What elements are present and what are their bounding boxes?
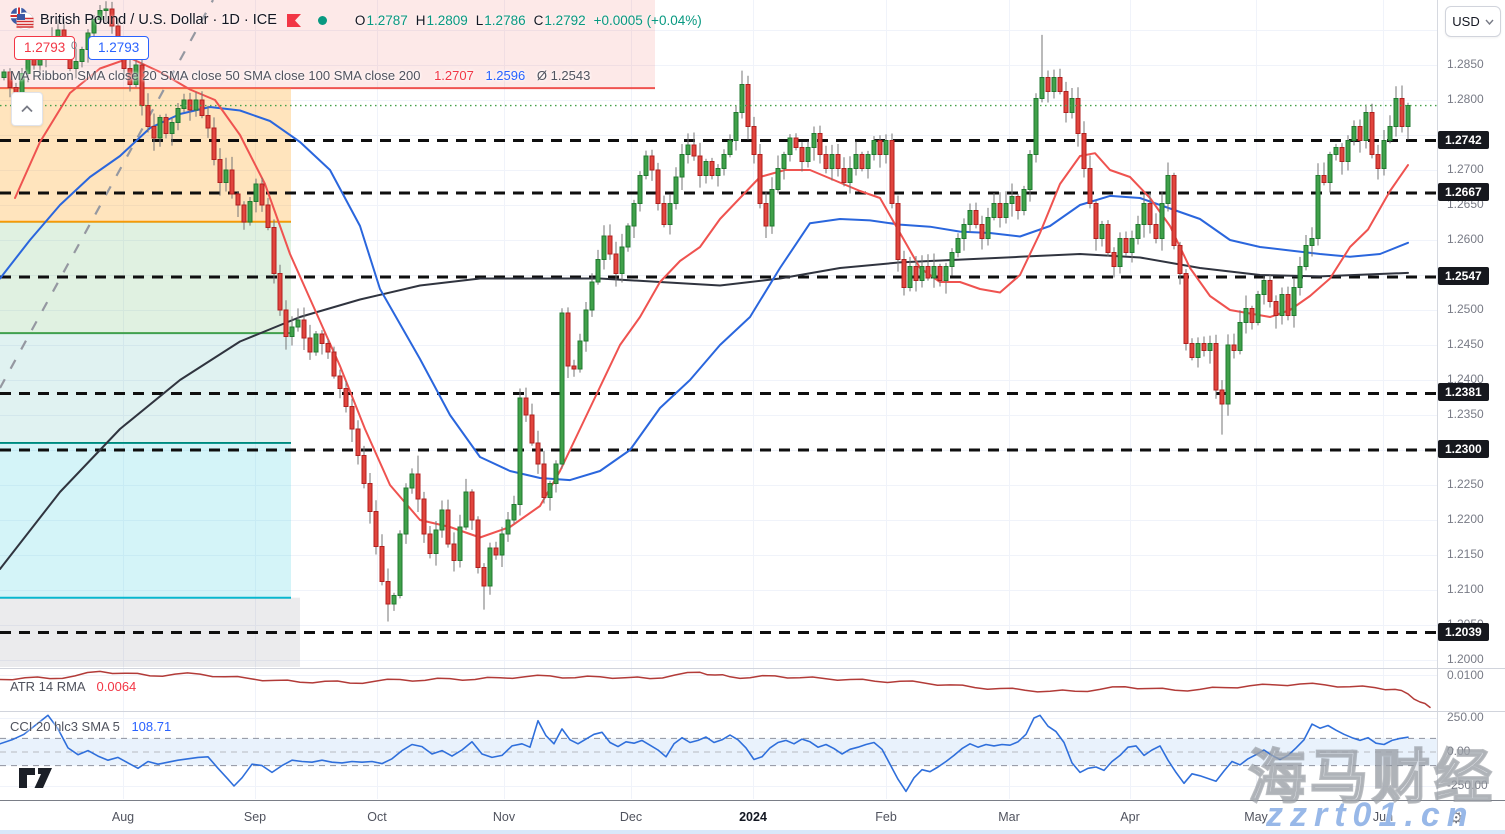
- time-axis-label: Jun: [1372, 810, 1394, 824]
- symbol-header: British Pound / U.S. Dollar · 1D · ICE O…: [8, 7, 702, 33]
- bottom-strip: [0, 830, 1505, 834]
- ma-ribbon-label: MA Ribbon SMA close 20 SMA close 50 SMA …: [10, 68, 421, 83]
- ohlc-key: H: [415, 12, 426, 28]
- pane-separator[interactable]: [0, 711, 1505, 712]
- price-tick: 1.2150: [1447, 547, 1484, 561]
- cci-label: CCI 20 hlc3 SMA 5: [10, 719, 120, 734]
- price-tick: 1.2450: [1447, 337, 1484, 351]
- price-tick: 1.2800: [1447, 92, 1484, 106]
- time-axis-label: Mar: [998, 810, 1020, 824]
- price-tick: 1.2250: [1447, 477, 1484, 491]
- ma-ribbon-legend[interactable]: MA Ribbon SMA close 20 SMA close 50 SMA …: [10, 68, 590, 83]
- key-level-label: 1.2381: [1438, 383, 1489, 402]
- key-level-label: 1.2039: [1438, 622, 1489, 641]
- symbol-flag-icon: [8, 6, 34, 35]
- cci-tick: -250.00: [1447, 778, 1488, 792]
- time-axis-label: Aug: [111, 810, 135, 824]
- chevron-down-icon: [1485, 19, 1494, 25]
- price-tick: 1.2400: [1447, 372, 1484, 386]
- collapse-pane-button[interactable]: [11, 92, 43, 126]
- flag-icon[interactable]: [286, 13, 302, 27]
- ma-average-value: Ø 1.2543: [536, 68, 591, 83]
- atr-tick: 0.0100: [1447, 668, 1484, 682]
- market-status-dot-icon: [317, 15, 327, 25]
- cci-value: 108.71: [131, 719, 172, 734]
- atr-legend[interactable]: ATR 14 RMA 0.0064: [10, 679, 136, 694]
- time-axis-label: 2024: [739, 810, 767, 824]
- ma20-value: 1.2707: [434, 68, 474, 83]
- key-level-label: 1.2300: [1438, 440, 1489, 458]
- symbol-title[interactable]: British Pound / U.S. Dollar · 1D · ICE: [40, 12, 277, 28]
- ohlc-value: 1.2792: [544, 12, 586, 28]
- watermark-site: zzrt01.cn: [1266, 796, 1475, 834]
- ohlc-key: C: [533, 12, 544, 28]
- ma50-value: 1.2596: [485, 68, 526, 83]
- cci-tick: 0.00: [1447, 744, 1471, 758]
- change-value: +0.0005 (+0.04%): [593, 12, 702, 28]
- price-tick: 1.2000: [1447, 652, 1484, 666]
- ohlc-value: 1.2809: [426, 12, 468, 28]
- cci-tick: 250.00: [1447, 710, 1484, 724]
- ohlc-value: 1.2786: [484, 12, 526, 28]
- price-tick: 1.2850: [1447, 57, 1484, 71]
- price-tick: 1.2100: [1447, 582, 1484, 596]
- trendline[interactable]: [0, 0, 214, 389]
- chevron-up-icon: [21, 105, 33, 113]
- price-tick: 1.2700: [1447, 162, 1484, 176]
- atr-value: 0.0064: [96, 679, 137, 694]
- cci-legend[interactable]: CCI 20 hlc3 SMA 5 108.71: [10, 719, 171, 734]
- tradingview-logo[interactable]: [18, 766, 62, 795]
- ohlc-value: 1.2787: [366, 12, 408, 28]
- time-axis-label: Sep: [243, 810, 267, 824]
- currency-label: USD: [1452, 14, 1480, 29]
- currency-selector-button[interactable]: USD: [1445, 6, 1501, 37]
- buy-price-tag[interactable]: 1.2793: [88, 36, 150, 60]
- time-axis-label: May: [1244, 810, 1268, 824]
- candlestick-layer: [1, 1, 1411, 622]
- sell-price-tag[interactable]: 1.2793: [14, 36, 76, 60]
- supply-demand-zones: [0, 0, 655, 667]
- time-axis-label: Apr: [1120, 810, 1140, 824]
- time-axis-label: Feb: [875, 810, 897, 824]
- grid-layer: [0, 0, 1437, 799]
- watermark-brand: 海马财经: [1247, 744, 1497, 811]
- chart-svg: [0, 0, 1437, 799]
- time-axis-label: Nov: [492, 810, 516, 824]
- chart-canvas[interactable]: [0, 0, 1437, 800]
- gear-icon[interactable]: ⚙: [1449, 810, 1464, 827]
- ohlc-key: L: [475, 12, 484, 28]
- sma50-line: [0, 106, 1409, 482]
- pane-separator[interactable]: [0, 668, 1505, 669]
- ohlc-key: O: [354, 12, 366, 28]
- time-axis[interactable]: Aug Sep Oct Nov Dec 2024 Feb Mar Apr May Jun: [0, 800, 1505, 834]
- atr-line: [0, 670, 1431, 709]
- sma20-line: [14, 57, 1409, 539]
- key-level-label: 1.2667: [1438, 183, 1489, 202]
- ohlc-values: O 1.2787 H 1.2809 L 1.2786 C 1.2792 +0.0005 (+0.…: [347, 13, 702, 28]
- key-level-label: 1.2742: [1438, 130, 1489, 149]
- price-axis[interactable]: USD 1.2850 1.2800 1.2700 1.2650 1.2600 1.2500…: [1437, 0, 1505, 800]
- time-axis-label: Dec: [619, 810, 643, 824]
- cci-line: [0, 714, 1409, 793]
- price-tick: 1.2500: [1447, 302, 1484, 316]
- key-level-label: 1.2547: [1438, 267, 1489, 286]
- price-tick: 1.2600: [1447, 232, 1484, 246]
- time-axis-label: Oct: [367, 810, 387, 824]
- price-tick: 1.2350: [1447, 407, 1484, 421]
- sma-slow-line: [0, 253, 1409, 570]
- spread-value: 0: [71, 40, 78, 52]
- atr-label: ATR 14 RMA: [10, 679, 85, 694]
- price-tick: 1.2200: [1447, 512, 1484, 526]
